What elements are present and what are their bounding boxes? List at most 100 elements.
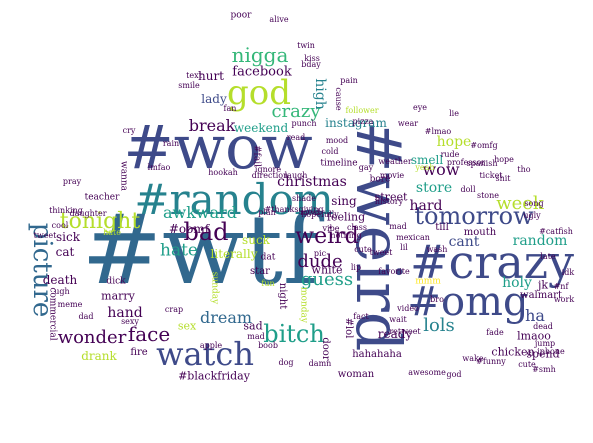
word-cloud-word: awesome (408, 368, 446, 377)
word-cloud-word: lady (201, 92, 227, 106)
word-cloud-word: daughter (69, 209, 107, 218)
word-cloud-word: twin (297, 41, 315, 50)
word-cloud-word: #wow (123, 113, 313, 183)
word-cloud-word: bad (183, 218, 229, 246)
word-cloud-word: professor (446, 158, 486, 167)
word-cloud-word: ugh (54, 287, 70, 296)
word-cloud-word: ugly (523, 211, 541, 220)
word-cloud-word: cause (334, 87, 343, 111)
word-cloud-word: guess (300, 269, 354, 290)
word-cloud-word: sexy (121, 317, 139, 326)
word-cloud-word: fade (486, 328, 504, 337)
word-cloud-word: wear (397, 119, 419, 128)
word-cloud-word: mood (325, 136, 349, 145)
word-cloud-word: night (277, 282, 288, 310)
word-cloud-word: ha (525, 306, 545, 325)
word-cloud-word: store (415, 180, 453, 196)
word-cloud-word: pain (340, 76, 358, 85)
word-cloud-word: lols (423, 315, 455, 336)
word-cloud-word: chicken (491, 345, 535, 359)
word-cloud-word: christmas (277, 174, 347, 190)
word-cloud-word: iphone (537, 347, 565, 356)
word-cloud-word: ready (377, 327, 413, 341)
word-cloud-word: tonight (59, 209, 141, 234)
word-cloud-word: wonder (57, 327, 127, 348)
word-cloud-word: lmfao (147, 163, 171, 172)
word-cloud-word: #random (134, 175, 334, 224)
word-cloud-word: work (553, 295, 575, 304)
word-cloud-word: watch (156, 335, 254, 373)
word-cloud-word: lmaoo (517, 329, 551, 343)
word-cloud-word: marry (101, 289, 135, 303)
word-cloud-word: #nf (553, 282, 569, 291)
word-cloud-word: retweet (389, 327, 421, 336)
word-cloud-word: hope (494, 155, 514, 164)
word-cloud-word: sad (243, 319, 263, 333)
word-cloud-word: ignore (254, 165, 282, 174)
word-cloud-word: plan (258, 208, 276, 217)
word-cloud-word: lip (350, 263, 362, 272)
word-cloud-word: lie (449, 109, 459, 118)
word-cloud-word: dad (78, 312, 94, 321)
word-cloud-word: smell (410, 153, 444, 167)
word-cloud-word: face (127, 322, 171, 346)
word-cloud-word: pizza (352, 117, 374, 126)
word-cloud-word: spend (526, 347, 560, 361)
word-cloud-word: crazy (271, 101, 321, 122)
word-cloud-word: dog (278, 358, 294, 367)
word-cloud-word: dead (533, 322, 553, 331)
word-cloud-word: cool (51, 221, 69, 230)
word-cloud-word: till (435, 222, 449, 233)
word-cloud-word: instagram (325, 116, 387, 130)
word-cloud-word: laugh (284, 171, 308, 180)
word-cloud-word: dream (199, 308, 253, 327)
word-cloud-word: #fail (251, 145, 262, 167)
word-cloud-word: weather (378, 157, 412, 166)
word-cloud-word: eye (413, 103, 427, 112)
word-cloud-word: favorite (378, 267, 410, 276)
word-cloud-word: holy (502, 275, 532, 291)
word-cloud-word: hate (103, 228, 121, 237)
word-cloud-word: high (312, 78, 328, 110)
word-cloud-word: sing (331, 194, 357, 208)
word-cloud-word: bday (301, 60, 321, 69)
word-cloud-word: hope (436, 134, 472, 150)
word-cloud-word: #wtf (81, 194, 319, 306)
word-cloud-word: god (227, 73, 291, 113)
word-cloud-word: death (42, 273, 78, 287)
word-cloud-word: #catfish (539, 227, 573, 236)
word-cloud-word: cute (518, 360, 536, 369)
word-cloud-word: vibe (322, 224, 340, 233)
word-cloud-word: monday (298, 287, 309, 323)
word-cloud-word: #funny (476, 357, 506, 366)
word-cloud-word: pray (62, 177, 82, 186)
word-cloud-word: rain (162, 139, 180, 148)
word-cloud-word: apple (199, 341, 223, 350)
word-cloud-word: timeline (320, 158, 358, 169)
word-cloud-word: doll (460, 185, 476, 194)
word-cloud-word: teacher (84, 192, 120, 203)
word-cloud-word: song (524, 199, 544, 208)
word-cloud-word: fire (130, 347, 148, 358)
word-cloud-word: jump (534, 339, 556, 348)
word-cloud-word: street (374, 190, 408, 204)
word-cloud-word: dat (260, 252, 276, 263)
word-cloud-word: weird (295, 224, 359, 249)
word-cloud-word: ticket (479, 171, 503, 180)
word-cloud-word: #lmao (424, 127, 452, 136)
word-cloud-word: wait (389, 315, 407, 324)
word-cloud-word: tomorrow (414, 202, 534, 230)
word-cloud-word: suck (242, 233, 270, 247)
word-cloud-word: fun (261, 279, 275, 288)
word-cloud-word: dude (297, 251, 343, 272)
word-cloud-word: white (311, 263, 343, 277)
word-cloud-word: thinking (49, 206, 83, 215)
word-cloud-word: mouth (463, 227, 497, 238)
word-cloud-word: wake (462, 354, 484, 363)
word-cloud-word: smile (178, 81, 200, 90)
word-cloud-word: star (250, 266, 270, 277)
word-cloud-word: cry (122, 126, 136, 135)
word-cloud-word: facebook (232, 64, 292, 80)
word-cloud-word: hand (107, 305, 143, 321)
